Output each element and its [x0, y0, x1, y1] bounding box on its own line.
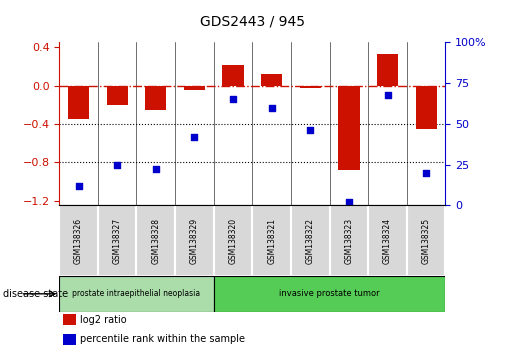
Bar: [300, 86, 321, 87]
Bar: [136, 205, 175, 276]
Bar: [68, 86, 89, 119]
Text: GSM138329: GSM138329: [190, 218, 199, 264]
Text: GSM138324: GSM138324: [383, 218, 392, 264]
Bar: [377, 54, 398, 86]
Bar: [261, 74, 282, 86]
Bar: [407, 205, 445, 276]
Bar: [416, 86, 437, 129]
Point: [345, 199, 353, 205]
Bar: [214, 205, 252, 276]
Text: percentile rank within the sample: percentile rank within the sample: [80, 334, 246, 344]
Bar: [98, 205, 136, 276]
Text: disease state: disease state: [3, 289, 67, 299]
Bar: [107, 86, 128, 105]
Bar: [338, 86, 359, 170]
Point: [383, 92, 392, 97]
Text: GSM138328: GSM138328: [151, 218, 160, 264]
Point: [113, 162, 122, 167]
Point: [191, 134, 199, 140]
Bar: [145, 86, 166, 109]
Bar: [59, 276, 214, 312]
Text: GSM138321: GSM138321: [267, 218, 276, 264]
Text: GSM138320: GSM138320: [229, 218, 237, 264]
Bar: [222, 64, 244, 86]
Text: GSM138326: GSM138326: [74, 218, 83, 264]
Text: invasive prostate tumor: invasive prostate tumor: [279, 289, 380, 298]
Bar: [214, 276, 445, 312]
Text: prostate intraepithelial neoplasia: prostate intraepithelial neoplasia: [73, 289, 200, 298]
Bar: [252, 205, 291, 276]
Point: [306, 127, 314, 133]
Point: [229, 97, 237, 102]
Bar: [330, 205, 368, 276]
Point: [268, 105, 276, 110]
Text: GSM138323: GSM138323: [345, 218, 353, 264]
Text: GSM138327: GSM138327: [113, 218, 122, 264]
Text: GSM138325: GSM138325: [422, 218, 431, 264]
Bar: [63, 314, 76, 325]
Bar: [175, 205, 214, 276]
Bar: [368, 205, 407, 276]
Text: log2 ratio: log2 ratio: [80, 315, 127, 325]
Bar: [184, 86, 205, 90]
Bar: [63, 334, 76, 345]
Bar: [59, 205, 98, 276]
Bar: [291, 205, 330, 276]
Point: [422, 170, 431, 176]
Text: GSM138322: GSM138322: [306, 218, 315, 264]
Text: GDS2443 / 945: GDS2443 / 945: [200, 14, 305, 28]
Point: [74, 183, 82, 189]
Point: [152, 167, 160, 172]
